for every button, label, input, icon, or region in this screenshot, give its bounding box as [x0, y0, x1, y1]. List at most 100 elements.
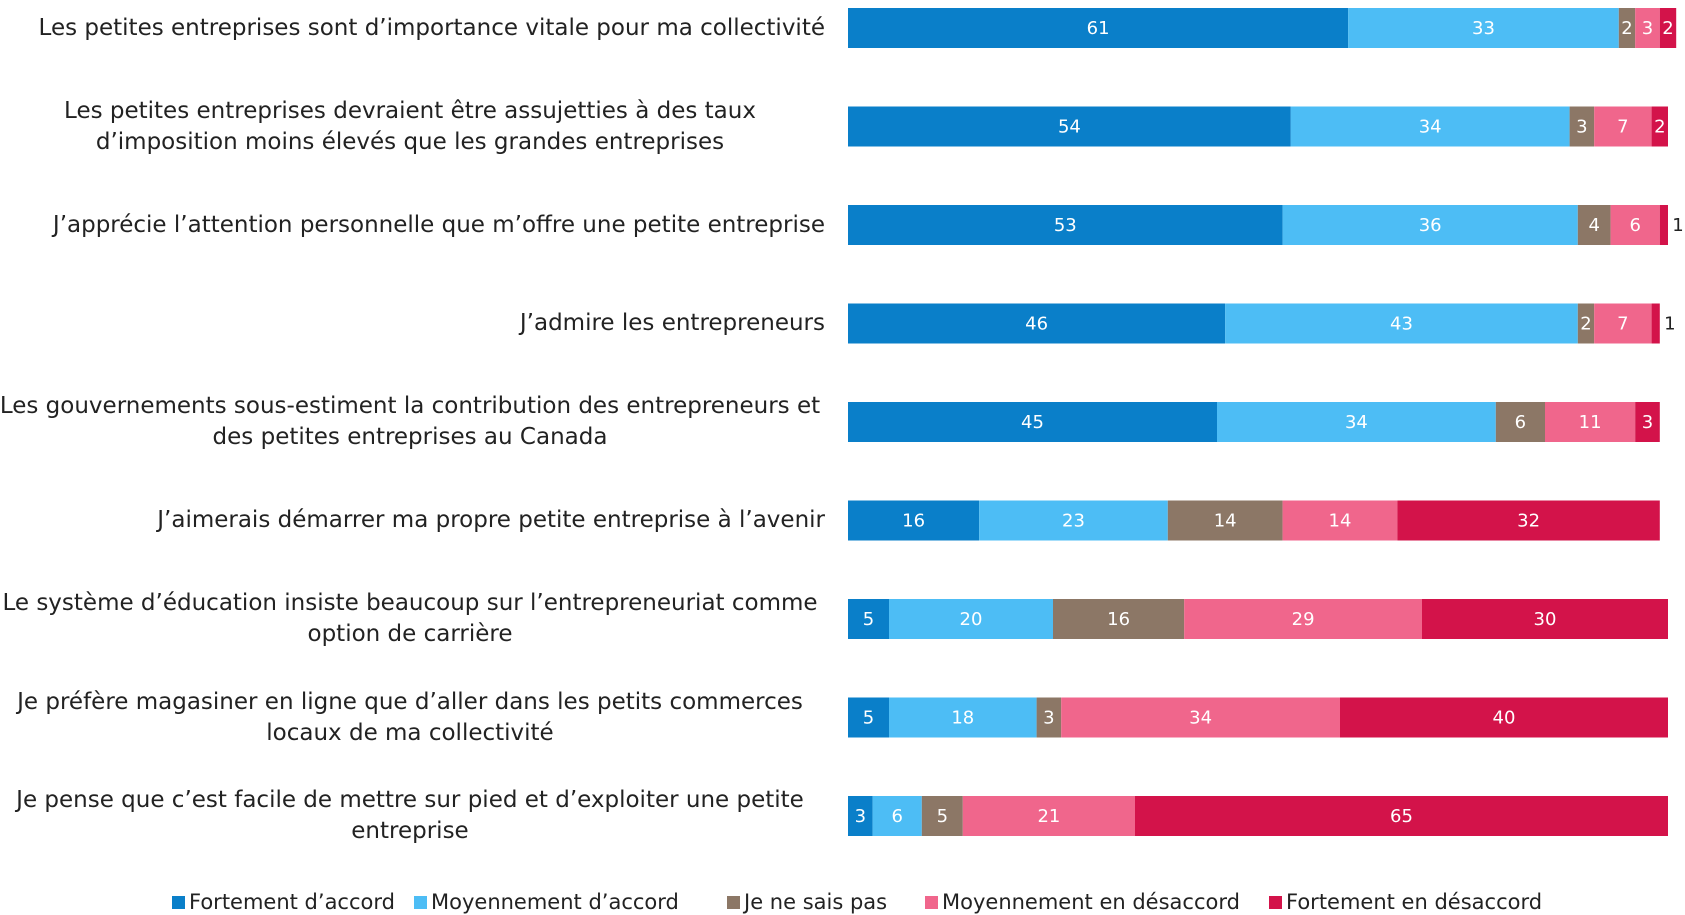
- legend-item: Fortement d’accord: [172, 890, 395, 914]
- value-label: 1: [1664, 314, 1675, 335]
- bar-segment: [1340, 697, 1668, 738]
- value-label: 36: [1419, 215, 1442, 236]
- value-label: 11: [1579, 412, 1602, 433]
- value-label: 34: [1189, 708, 1212, 729]
- legend-item: Moyennement en désaccord: [925, 890, 1240, 914]
- value-label: 16: [1107, 609, 1130, 630]
- category-text: Je pense que c’est facile de mettre sur …: [16, 787, 804, 844]
- legend-label: Moyennement en désaccord: [942, 890, 1240, 914]
- bar-segment: [1495, 402, 1545, 442]
- category-text: J’admire les entrepreneurs: [519, 310, 825, 336]
- bar-segment: [1569, 106, 1595, 147]
- category-text: Les petites entreprises sont d’importanc…: [38, 14, 825, 41]
- value-label: 7: [1617, 314, 1628, 335]
- bar-segment: [1635, 402, 1660, 442]
- value-label: 21: [1037, 806, 1060, 827]
- bar-segment: [1282, 500, 1398, 541]
- bar-segment: [1618, 8, 1636, 48]
- legend-swatch: [727, 895, 740, 909]
- bar-segment: [889, 599, 1053, 639]
- value-label: 7: [1617, 117, 1628, 138]
- category-text: J’apprécie l’attention personnelle que m…: [52, 211, 825, 238]
- legend-label: Moyennement d’accord: [431, 890, 679, 914]
- category-text: J’aimerais démarrer ma propre petite ent…: [157, 507, 825, 533]
- value-label: 3: [855, 806, 866, 827]
- value-label: 46: [1025, 314, 1048, 335]
- bar-segment: [1397, 500, 1660, 541]
- value-label: 5: [937, 806, 948, 827]
- legend-label: Je ne sais pas: [744, 890, 888, 914]
- bar-segment: [1651, 106, 1668, 147]
- bar-segment: [1225, 303, 1578, 344]
- bar-segment: [889, 697, 1037, 738]
- bar-segment: [848, 106, 1291, 147]
- bar-segment: [848, 205, 1283, 245]
- value-label: 3: [1043, 708, 1054, 729]
- bar-segment: [848, 303, 1226, 344]
- value-label: 2: [1580, 314, 1591, 335]
- bar-segment: [848, 500, 980, 541]
- legend-swatch: [1269, 895, 1282, 909]
- value-label: 6: [1629, 215, 1640, 236]
- bar-segment: [979, 500, 1168, 541]
- bar-segment: [1659, 8, 1677, 48]
- legend-item: Je ne sais pas: [727, 890, 887, 914]
- legend-item: Fortement en désaccord: [1269, 890, 1542, 914]
- value-label: 45: [1021, 412, 1044, 433]
- bar-segment: [1422, 599, 1668, 639]
- bar-segment: [1167, 500, 1283, 541]
- bar-segment: [1635, 8, 1660, 48]
- category-text: Les petites entreprises devraient être a…: [64, 97, 756, 155]
- bar-segment: [848, 796, 873, 836]
- value-label: 2: [1654, 117, 1665, 138]
- value-label: 33: [1472, 18, 1495, 39]
- value-label: 6: [1515, 412, 1526, 433]
- category-label: J’aimerais démarrer ma propre petite ent…: [0, 481, 825, 561]
- bar-segment: [962, 796, 1135, 836]
- value-label: 4: [1588, 215, 1599, 236]
- value-label: 14: [1214, 511, 1237, 532]
- value-label: 34: [1419, 117, 1442, 138]
- category-text: Le système d’éducation insiste beaucoup …: [2, 590, 818, 647]
- value-label: 53: [1054, 215, 1077, 236]
- bar-segment: [1036, 697, 1062, 738]
- bar-segment: [1217, 402, 1496, 442]
- bar-segment: [848, 402, 1217, 442]
- value-label: 2: [1621, 18, 1632, 39]
- value-label: 43: [1390, 314, 1413, 335]
- value-label: 5: [863, 708, 874, 729]
- bar-segment: [1577, 303, 1595, 344]
- bar-segment: [1577, 205, 1611, 245]
- bar-segment: [1545, 402, 1636, 442]
- category-label: J’admire les entrepreneurs: [0, 284, 825, 364]
- category-text: Je préfère magasiner en ligne que d’alle…: [17, 688, 803, 746]
- value-label: 30: [1534, 609, 1557, 630]
- value-label: 1: [1672, 215, 1683, 236]
- value-label: 3: [1576, 117, 1587, 138]
- value-label: 3: [1642, 18, 1653, 39]
- bar-segment: [848, 8, 1349, 48]
- bar-segment: [1348, 8, 1619, 48]
- bar-segment: [1610, 205, 1660, 245]
- bar-segment: [1135, 796, 1668, 836]
- category-label: Les petites entreprises devraient être a…: [0, 87, 825, 167]
- category-text: Les gouvernements sous-estiment la contr…: [0, 393, 821, 450]
- legend-swatch: [414, 895, 427, 909]
- value-label: 16: [902, 511, 925, 532]
- value-label: 6: [891, 806, 902, 827]
- bar-segment: [1594, 106, 1652, 147]
- bar-segment: [848, 697, 889, 738]
- bar-segment: [1282, 205, 1578, 245]
- value-label: 29: [1292, 609, 1315, 630]
- value-label: 34: [1345, 412, 1368, 433]
- bar-segment: [848, 599, 889, 639]
- category-label: Les gouvernements sous-estiment la contr…: [0, 382, 825, 462]
- value-label: 54: [1058, 117, 1081, 138]
- category-label: Je pense que c’est facile de mettre sur …: [0, 776, 825, 856]
- legend-item: Moyennement d’accord: [414, 890, 679, 914]
- bar-segment: [872, 796, 922, 836]
- legend-label: Fortement en désaccord: [1286, 890, 1543, 914]
- value-label: 2: [1662, 18, 1673, 39]
